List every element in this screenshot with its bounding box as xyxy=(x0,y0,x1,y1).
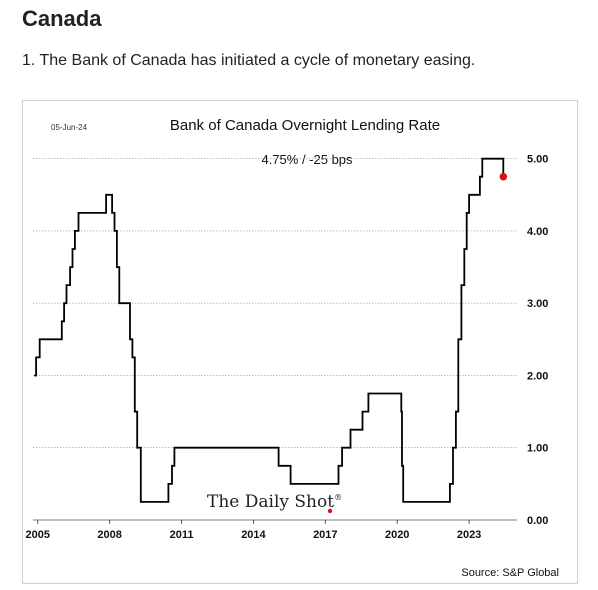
y-tick-label: 5.00 xyxy=(527,154,548,166)
rate-line xyxy=(34,157,505,503)
daily-shot-logo: The Daily Shot® xyxy=(207,492,342,512)
rate-chart: 05-Jun-24 Bank of Canada Overnight Lendi… xyxy=(26,117,559,579)
chart-date-label: 05-Jun-24 xyxy=(51,123,88,132)
y-tick-label: 0.00 xyxy=(527,515,548,527)
logo-text: The Daily Shot xyxy=(207,492,334,512)
source-label: Source: S&P Global xyxy=(461,567,559,579)
chart-title: Bank of Canada Overnight Lending Rate xyxy=(170,117,440,134)
rate-annotation: 4.75% / -25 bps xyxy=(261,152,353,167)
latest-rate-marker xyxy=(499,172,508,181)
y-tick-label: 3.00 xyxy=(527,298,548,310)
x-tick-label: 2005 xyxy=(26,529,50,541)
y-axis-ticks: 0.00 1.00 2.00 3.00 4.00 5.00 xyxy=(527,154,548,527)
x-tick-label: 2014 xyxy=(241,529,266,541)
logo-mark: ® xyxy=(334,493,342,502)
grid-lines xyxy=(33,158,517,521)
y-tick-label: 1.00 xyxy=(527,443,548,455)
x-tick-label: 2020 xyxy=(385,529,409,541)
x-tick-label: 2017 xyxy=(313,529,337,541)
x-axis-ticks: 2005 2008 2011 2014 2017 2020 2023 xyxy=(26,520,481,541)
series-layer xyxy=(34,157,508,503)
x-tick-label: 2008 xyxy=(97,529,121,541)
y-tick-label: 2.00 xyxy=(527,370,548,382)
y-tick-label: 4.00 xyxy=(527,226,548,238)
logo-red-dot xyxy=(327,508,333,514)
x-tick-label: 2023 xyxy=(457,529,481,541)
headline: 1. The Bank of Canada has initiated a cy… xyxy=(22,52,476,69)
section-title: Canada xyxy=(22,6,102,31)
chart-frame: 05-Jun-24 Bank of Canada Overnight Lendi… xyxy=(22,100,578,584)
x-tick-label: 2011 xyxy=(170,529,194,541)
